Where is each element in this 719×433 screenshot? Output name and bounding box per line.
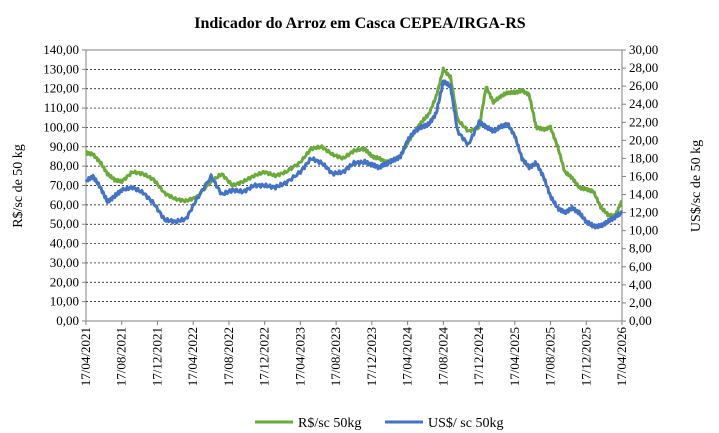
gridlines <box>86 49 622 302</box>
left-tick-label: 110,00 <box>44 100 79 115</box>
x-tick-label: 17/08/2021 <box>114 327 129 386</box>
x-tick-label: 17/12/2023 <box>364 327 379 386</box>
x-tick-label: 17/04/2022 <box>185 327 200 386</box>
x-tick-label: 17/08/2023 <box>328 327 343 386</box>
left-tick-label: 80,00 <box>50 158 79 173</box>
series-line-brl <box>85 66 623 219</box>
right-tick-label: 30,00 <box>629 42 658 57</box>
right-tick-label: 8,00 <box>629 241 652 256</box>
x-tick-label: 17/04/2025 <box>507 327 522 386</box>
right-tick-label: 10,00 <box>629 223 658 238</box>
x-tick-label: 17/08/2025 <box>543 327 558 386</box>
x-tick-label: 17/12/2025 <box>578 327 593 386</box>
left-tick-label: 100,00 <box>43 119 79 134</box>
right-tick-label: 4,00 <box>629 277 652 292</box>
series-lines <box>84 66 623 230</box>
left-tick-label: 120,00 <box>43 81 79 96</box>
x-tick-label: 17/04/2023 <box>292 327 307 386</box>
x-tick-label: 17/12/2022 <box>257 327 272 386</box>
right-tick-label: 14,00 <box>629 187 658 202</box>
x-tick-label: 17/04/2026 <box>614 327 629 387</box>
chart-title: Indicador do Arroz em Casca CEPEA/IRGA-R… <box>194 15 526 32</box>
left-axis-label: R$/sc de 50 kg <box>11 144 26 228</box>
left-tick-label: 50,00 <box>50 216 79 231</box>
left-tick-label: 70,00 <box>50 178 79 193</box>
right-tick-label: 18,00 <box>629 150 658 165</box>
legend-label: R$/sc 50kg <box>298 416 361 431</box>
right-tick-label: 28,00 <box>629 60 658 75</box>
right-tick-label: 6,00 <box>629 259 652 274</box>
left-tick-label: 30,00 <box>50 255 79 270</box>
right-tick-label: 12,00 <box>629 205 658 220</box>
left-tick-label: 10,00 <box>50 294 79 309</box>
right-tick-label: 20,00 <box>629 132 658 147</box>
x-axis-ticks: 17/04/2021 17/08/2021 17/12/2021 17/04/2022… <box>78 321 629 386</box>
left-tick-label: 130,00 <box>43 61 79 76</box>
right-tick-label: 2,00 <box>629 295 652 310</box>
x-tick-label: 17/12/2024 <box>471 327 486 387</box>
right-tick-label: 22,00 <box>629 114 658 129</box>
x-tick-label: 17/12/2021 <box>149 327 164 386</box>
right-tick-label: 26,00 <box>629 78 658 93</box>
right-tick-label: 16,00 <box>629 168 658 183</box>
x-tick-label: 17/04/2024 <box>400 327 415 387</box>
left-tick-label: 20,00 <box>50 274 79 289</box>
x-tick-label: 17/08/2022 <box>221 327 236 386</box>
right-axis-label: US$/sc de 50 kg <box>689 140 704 232</box>
left-axis-ticks: 0,00 10,00 20,00 30,00 40,00 50,00 60,00 70,00 8… <box>43 42 86 328</box>
series-line-usd <box>84 79 623 230</box>
left-tick-label: 90,00 <box>50 139 79 154</box>
right-tick-label: 0,00 <box>629 313 652 328</box>
x-tick-label: 17/04/2021 <box>78 327 93 386</box>
right-axis-ticks: 0,00 2,00 4,00 6,00 8,00 10,00 12,00 14,00 16,00… <box>622 42 658 328</box>
right-tick-label: 24,00 <box>629 96 658 111</box>
left-tick-label: 60,00 <box>50 197 79 212</box>
x-tick-label: 17/08/2024 <box>435 327 450 387</box>
left-tick-label: 140,00 <box>43 42 79 57</box>
legend: R$/sc 50kg US$/ sc 50kg <box>255 416 503 431</box>
legend-label: US$/ sc 50kg <box>428 416 503 431</box>
left-tick-label: 0,00 <box>56 313 79 328</box>
left-tick-label: 40,00 <box>50 236 79 251</box>
